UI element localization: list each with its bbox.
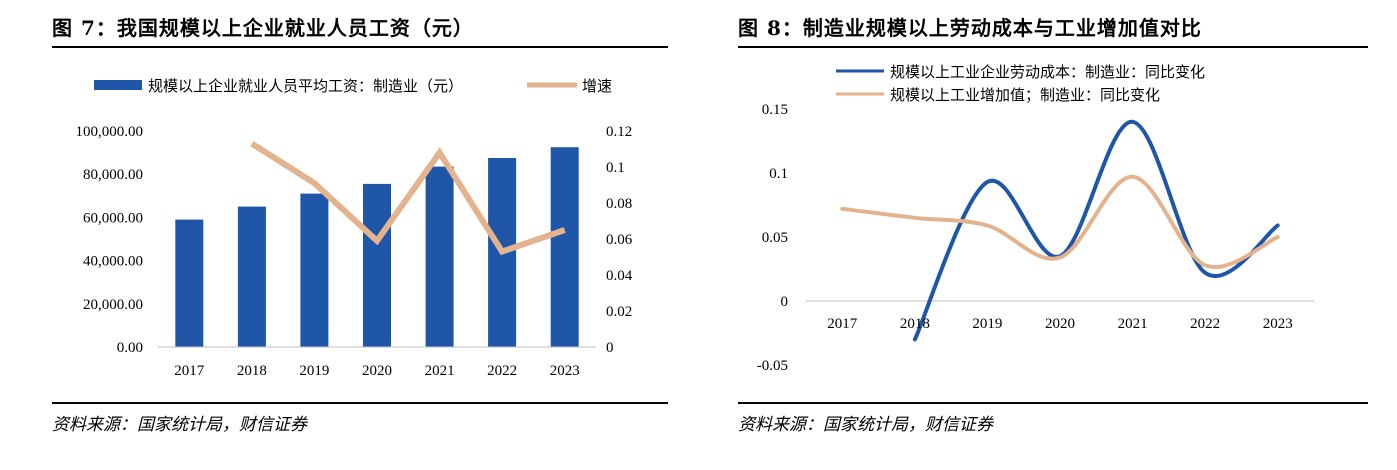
chart-legend: 规模以上工业企业劳动成本：制造业：同比变化 规模以上工业增加值；制造业：同比变化 bbox=[836, 63, 1205, 104]
bar-2021 bbox=[425, 166, 454, 347]
value-added-line bbox=[840, 174, 1280, 269]
bar-2020 bbox=[363, 183, 391, 347]
legend-swatch-wage bbox=[94, 80, 142, 90]
figure-7-bottom-rule bbox=[52, 402, 668, 404]
right-y-tick: 0.02 bbox=[606, 304, 632, 320]
figure-7-title: 图 7：我国规模以上企业就业人员工资（元） bbox=[52, 16, 474, 40]
chart-legend: 规模以上企业就业人员平均工资：制造业（元） 增速 bbox=[94, 77, 612, 95]
figure-8-source: 资料来源：国家统计局，财信证券 bbox=[738, 415, 993, 435]
x-tick-2018: 2018 bbox=[237, 363, 267, 379]
right-y-tick: 0.08 bbox=[606, 196, 632, 212]
y-tick: -0.05 bbox=[757, 358, 788, 374]
figure-8-top-rule bbox=[738, 46, 1368, 48]
figure-7-source: 资料来源：国家统计局，财信证券 bbox=[52, 415, 307, 435]
y-tick: 0 bbox=[781, 294, 789, 310]
wage-bar-line-chart: 规模以上企业就业人员平均工资：制造业（元） 增速 0.00 20,000.00 40… bbox=[76, 77, 633, 379]
y-tick: 0.05 bbox=[762, 230, 788, 246]
figure-7-panel: 图 7：我国规模以上企业就业人员工资（元） 规模以上企业就业人员平均工资：制造业… bbox=[0, 0, 680, 470]
x-tick-2021: 2021 bbox=[425, 363, 455, 379]
x-tick-2020: 2020 bbox=[362, 363, 392, 379]
legend-label-wage: 规模以上企业就业人员平均工资：制造业（元） bbox=[148, 77, 463, 95]
bar-2023 bbox=[550, 147, 579, 347]
x-tick-2021: 2021 bbox=[1118, 316, 1148, 332]
x-tick-2020: 2020 bbox=[1045, 316, 1075, 332]
x-tick-2017: 2017 bbox=[174, 363, 205, 379]
figure-8-panel: 图 8：制造业规模以上劳动成本与工业增加值对比 规模以上工业企业劳动成本：制造业… bbox=[730, 0, 1397, 470]
legend-label-growth: 增速 bbox=[582, 77, 612, 95]
y-tick: 0.1 bbox=[769, 166, 788, 182]
x-tick-2023: 2023 bbox=[550, 363, 580, 379]
legend-label-value-added: 规模以上工业增加值；制造业：同比变化 bbox=[890, 86, 1160, 104]
x-tick-2022: 2022 bbox=[1190, 316, 1220, 332]
right-y-tick: 0 bbox=[606, 340, 614, 356]
right-y-tick: 0.04 bbox=[606, 268, 633, 284]
right-y-tick: 0.12 bbox=[606, 124, 632, 140]
figure-8-bottom-rule bbox=[738, 402, 1368, 404]
left-y-tick: 40,000.00 bbox=[83, 254, 143, 270]
legend-label-labor-cost: 规模以上工业企业劳动成本：制造业：同比变化 bbox=[890, 63, 1205, 81]
left-y-tick: 80,000.00 bbox=[83, 167, 143, 183]
x-tick-2022: 2022 bbox=[487, 363, 517, 379]
bar-2017 bbox=[175, 219, 204, 347]
bar-2018 bbox=[237, 206, 266, 347]
bar-2019 bbox=[300, 193, 329, 347]
figure-7-top-rule bbox=[52, 46, 668, 48]
figure-8-title: 图 8：制造业规模以上劳动成本与工业增加值对比 bbox=[738, 16, 1202, 40]
left-y-tick: 100,000.00 bbox=[76, 124, 144, 140]
right-y-tick: 0.1 bbox=[606, 160, 625, 176]
right-y-tick: 0.06 bbox=[606, 232, 633, 248]
x-tick-2018: 2018 bbox=[900, 316, 930, 332]
x-tick-2019: 2019 bbox=[299, 363, 329, 379]
left-y-tick: 0.00 bbox=[117, 340, 143, 356]
x-tick-2019: 2019 bbox=[972, 316, 1002, 332]
x-tick-2023: 2023 bbox=[1263, 316, 1293, 332]
labor-cost-line bbox=[912, 119, 1280, 342]
cost-vs-output-line-chart: 规模以上工业企业劳动成本：制造业：同比变化 规模以上工业增加值；制造业：同比变化… bbox=[757, 63, 1314, 374]
y-tick: 0.15 bbox=[762, 102, 788, 118]
left-y-tick: 20,000.00 bbox=[83, 297, 143, 313]
left-y-tick: 60,000.00 bbox=[83, 210, 143, 226]
growth-line bbox=[250, 141, 566, 256]
x-tick-2017: 2017 bbox=[827, 316, 858, 332]
